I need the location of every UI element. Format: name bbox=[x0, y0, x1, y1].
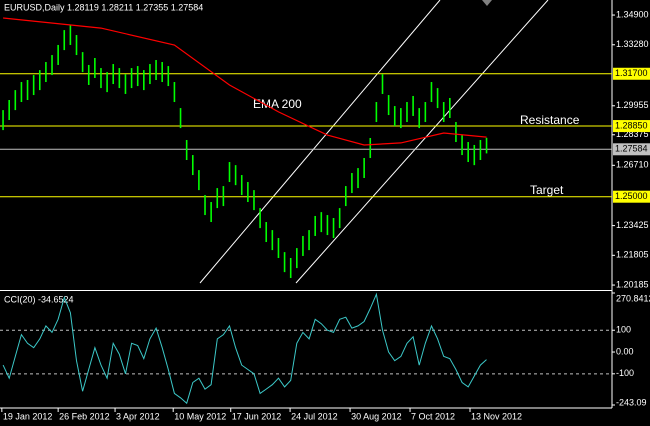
x-tick-label: 30 Aug 2012 bbox=[351, 411, 402, 421]
level-label-box bbox=[613, 67, 650, 80]
level-label: 1.25000 bbox=[615, 191, 648, 201]
y-tick-label: -243.09 bbox=[616, 397, 647, 407]
level-label-box bbox=[613, 190, 650, 203]
shift-marker bbox=[482, 0, 492, 6]
x-tick-label: 7 Oct 2012 bbox=[411, 411, 455, 421]
y-tick-label: 270.8412 bbox=[616, 293, 650, 303]
level-label-box bbox=[613, 120, 650, 133]
x-tick-label: 24 Jul 2012 bbox=[291, 411, 338, 421]
y-tick-label: 1.33280 bbox=[616, 39, 649, 49]
y-tick-label: 1.34900 bbox=[616, 9, 649, 19]
x-tick-label: 3 Apr 2012 bbox=[116, 411, 160, 421]
level-label: 1.27584 bbox=[615, 144, 648, 154]
y-tick-label: 0.00 bbox=[616, 346, 634, 356]
level-label-box bbox=[613, 143, 650, 156]
y-tick-label: 1.26710 bbox=[616, 160, 649, 170]
chart-title: EURUSD,Daily 1.28119 1.28211 1.27355 1.2… bbox=[4, 2, 203, 12]
channel-line bbox=[295, 0, 549, 284]
y-tick-label: 1.29955 bbox=[616, 100, 649, 110]
y-tick-label: 1.20185 bbox=[616, 279, 649, 289]
y-tick-label: 100 bbox=[616, 325, 631, 335]
ema-line bbox=[3, 17, 487, 146]
x-tick-label: 10 May 2012 bbox=[174, 411, 226, 421]
y-tick-label: -100 bbox=[616, 368, 634, 378]
annotation: Target bbox=[530, 183, 564, 197]
annotation: Resistance bbox=[520, 113, 580, 127]
indicator-line bbox=[2, 292, 487, 405]
y-tick-label: 1.23425 bbox=[616, 220, 649, 230]
channel-line bbox=[199, 0, 441, 284]
annotation: EMA 200 bbox=[253, 97, 302, 111]
level-label: 1.31700 bbox=[615, 68, 648, 78]
level-label: 1.28850 bbox=[615, 120, 648, 130]
x-tick-label: 19 Jan 2012 bbox=[3, 411, 53, 421]
x-tick-label: 26 Feb 2012 bbox=[59, 411, 110, 421]
y-tick-label: 1.28375 bbox=[616, 129, 649, 139]
x-tick-label: 17 Jun 2012 bbox=[232, 411, 282, 421]
y-tick-label: 1.21805 bbox=[616, 250, 649, 260]
indicator-title: CCI(20) -34.6524 bbox=[4, 294, 74, 304]
x-tick-label: 13 Nov 2012 bbox=[471, 411, 522, 421]
